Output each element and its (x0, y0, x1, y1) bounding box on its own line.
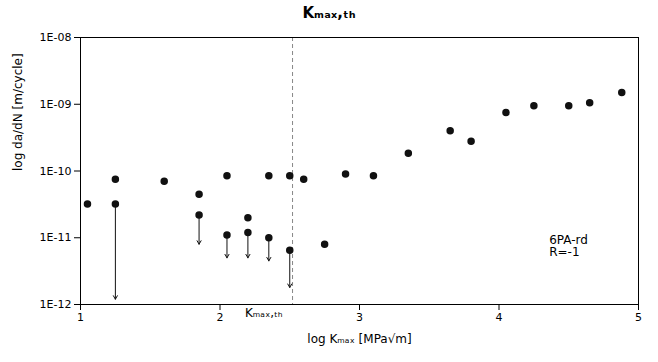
svg-text:Kₘₐₓ,ₜₕ: Kₘₐₓ,ₜₕ (245, 306, 283, 320)
svg-text:5: 5 (635, 311, 642, 324)
svg-text:2: 2 (217, 311, 224, 324)
svg-text:6PA-rdR=-1: 6PA-rdR=-1 (549, 233, 588, 259)
svg-text:1E-11: 1E-11 (40, 231, 72, 244)
svg-text:1E-12: 1E-12 (40, 298, 72, 311)
svg-text:4: 4 (496, 311, 503, 324)
svg-text:1: 1 (77, 311, 84, 324)
svg-text:1E-08: 1E-08 (40, 31, 72, 44)
svg-text:log da/dN [m/cycle]: log da/dN [m/cycle] (11, 53, 25, 171)
svg-text:3: 3 (356, 311, 363, 324)
svg-text:log Kₘₐₓ [MPa√m]: log Kₘₐₓ [MPa√m] (307, 332, 411, 346)
html-text:Kₘₐₓ,ₜₕ: Kₘₐₓ,ₜₕ (302, 4, 356, 22)
svg-text:1E-10: 1E-10 (40, 165, 72, 178)
svg-text:1E-09: 1E-09 (40, 98, 72, 111)
